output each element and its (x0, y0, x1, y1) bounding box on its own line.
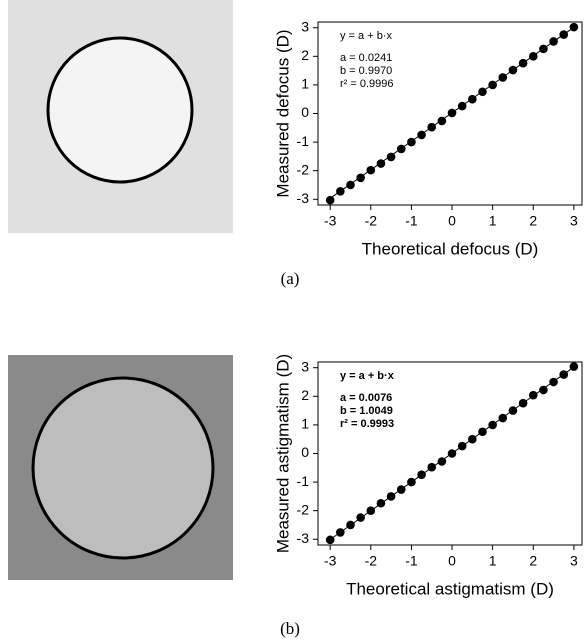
fit-annotation: r² = 0.9993 (340, 418, 394, 430)
data-point (509, 66, 518, 75)
y-tick-label: -2 (297, 161, 310, 177)
y-axis-label: Measured defocus (D) (273, 29, 292, 197)
data-point (427, 463, 436, 472)
data-point (549, 378, 558, 387)
y-tick-label: 2 (301, 47, 309, 63)
data-point (529, 391, 538, 400)
data-point (529, 52, 538, 61)
x-tick-label: 1 (489, 553, 497, 569)
data-point (336, 187, 345, 196)
fit-annotation: r² = 0.9996 (340, 78, 394, 90)
y-axis-label: Measured astigmatism (D) (273, 354, 292, 553)
x-tick-label: -1 (405, 213, 418, 229)
data-point (387, 492, 396, 501)
data-point (397, 485, 406, 494)
x-tick-label: -2 (365, 553, 378, 569)
x-tick-label: -3 (324, 553, 337, 569)
data-point (438, 117, 447, 126)
fit-annotation: a = 0.0076 (340, 392, 392, 404)
data-point (559, 30, 568, 39)
y-tick-label: 1 (301, 416, 309, 432)
data-point (407, 138, 416, 147)
y-tick-label: 3 (301, 18, 309, 34)
data-point (397, 145, 406, 154)
data-point (549, 37, 558, 46)
data-point (407, 478, 416, 487)
data-point (499, 73, 508, 82)
data-point (356, 513, 365, 522)
data-point (468, 435, 477, 444)
fit-annotation: y = a + b·x (340, 30, 392, 42)
caption: (b) (280, 619, 300, 638)
data-point (326, 196, 335, 205)
data-point (509, 406, 518, 415)
data-point (458, 102, 467, 111)
data-point (488, 421, 497, 430)
data-point (570, 23, 579, 32)
data-point (346, 521, 355, 530)
x-tick-label: 1 (489, 213, 497, 229)
y-tick-label: 0 (301, 444, 309, 460)
data-point (478, 87, 487, 96)
y-tick-label: -3 (297, 530, 310, 546)
fit-annotation: a = 0.0241 (340, 52, 392, 64)
x-tick-label: -1 (405, 553, 418, 569)
x-tick-label: 3 (570, 213, 578, 229)
x-tick-label: 2 (529, 213, 537, 229)
y-tick-label: -1 (297, 133, 310, 149)
data-point (346, 181, 355, 190)
caption: (a) (281, 269, 300, 288)
pupil-image-b (33, 378, 213, 558)
data-point (438, 457, 447, 466)
data-point (356, 174, 365, 183)
data-point (488, 81, 497, 90)
data-point (326, 536, 335, 545)
data-point (559, 370, 568, 379)
data-point (519, 399, 528, 408)
data-point (539, 45, 548, 54)
data-point (377, 159, 386, 168)
data-point (427, 123, 436, 132)
y-tick-label: -3 (297, 190, 310, 206)
data-point (468, 95, 477, 104)
y-tick-label: 1 (301, 76, 309, 92)
data-point (478, 427, 487, 436)
x-tick-label: 2 (529, 553, 537, 569)
data-point (448, 109, 457, 118)
x-tick-label: -3 (324, 213, 337, 229)
data-point (519, 59, 528, 68)
fit-annotation: b = 0.9970 (340, 65, 392, 77)
y-tick-label: -1 (297, 473, 310, 489)
data-point (377, 499, 386, 508)
data-point (448, 449, 457, 458)
y-tick-label: 3 (301, 358, 309, 374)
fit-annotation: y = a + b·x (340, 370, 395, 382)
data-point (367, 166, 376, 175)
x-axis-label: Theoretical astigmatism (D) (346, 579, 554, 598)
data-point (499, 414, 508, 423)
x-tick-label: -2 (365, 213, 378, 229)
data-point (570, 362, 579, 371)
data-point (417, 131, 426, 140)
data-point (539, 386, 548, 395)
y-tick-label: 0 (301, 104, 309, 120)
data-point (387, 153, 396, 162)
x-axis-label: Theoretical defocus (D) (362, 239, 539, 258)
x-tick-label: 0 (448, 553, 456, 569)
y-tick-label: -2 (297, 501, 310, 517)
data-point (336, 528, 345, 537)
x-tick-label: 3 (570, 553, 578, 569)
data-point (458, 442, 467, 451)
x-tick-label: 0 (448, 213, 456, 229)
y-tick-label: 2 (301, 387, 309, 403)
data-point (417, 470, 426, 479)
fit-annotation: b = 1.0049 (340, 405, 393, 417)
data-point (367, 506, 376, 515)
figure: -3 -2 -1 0 1 2 3 -3 -2 -1 0 1 2 3 Theoretical defocus … (0, 0, 585, 643)
pupil-image-a (48, 38, 192, 182)
